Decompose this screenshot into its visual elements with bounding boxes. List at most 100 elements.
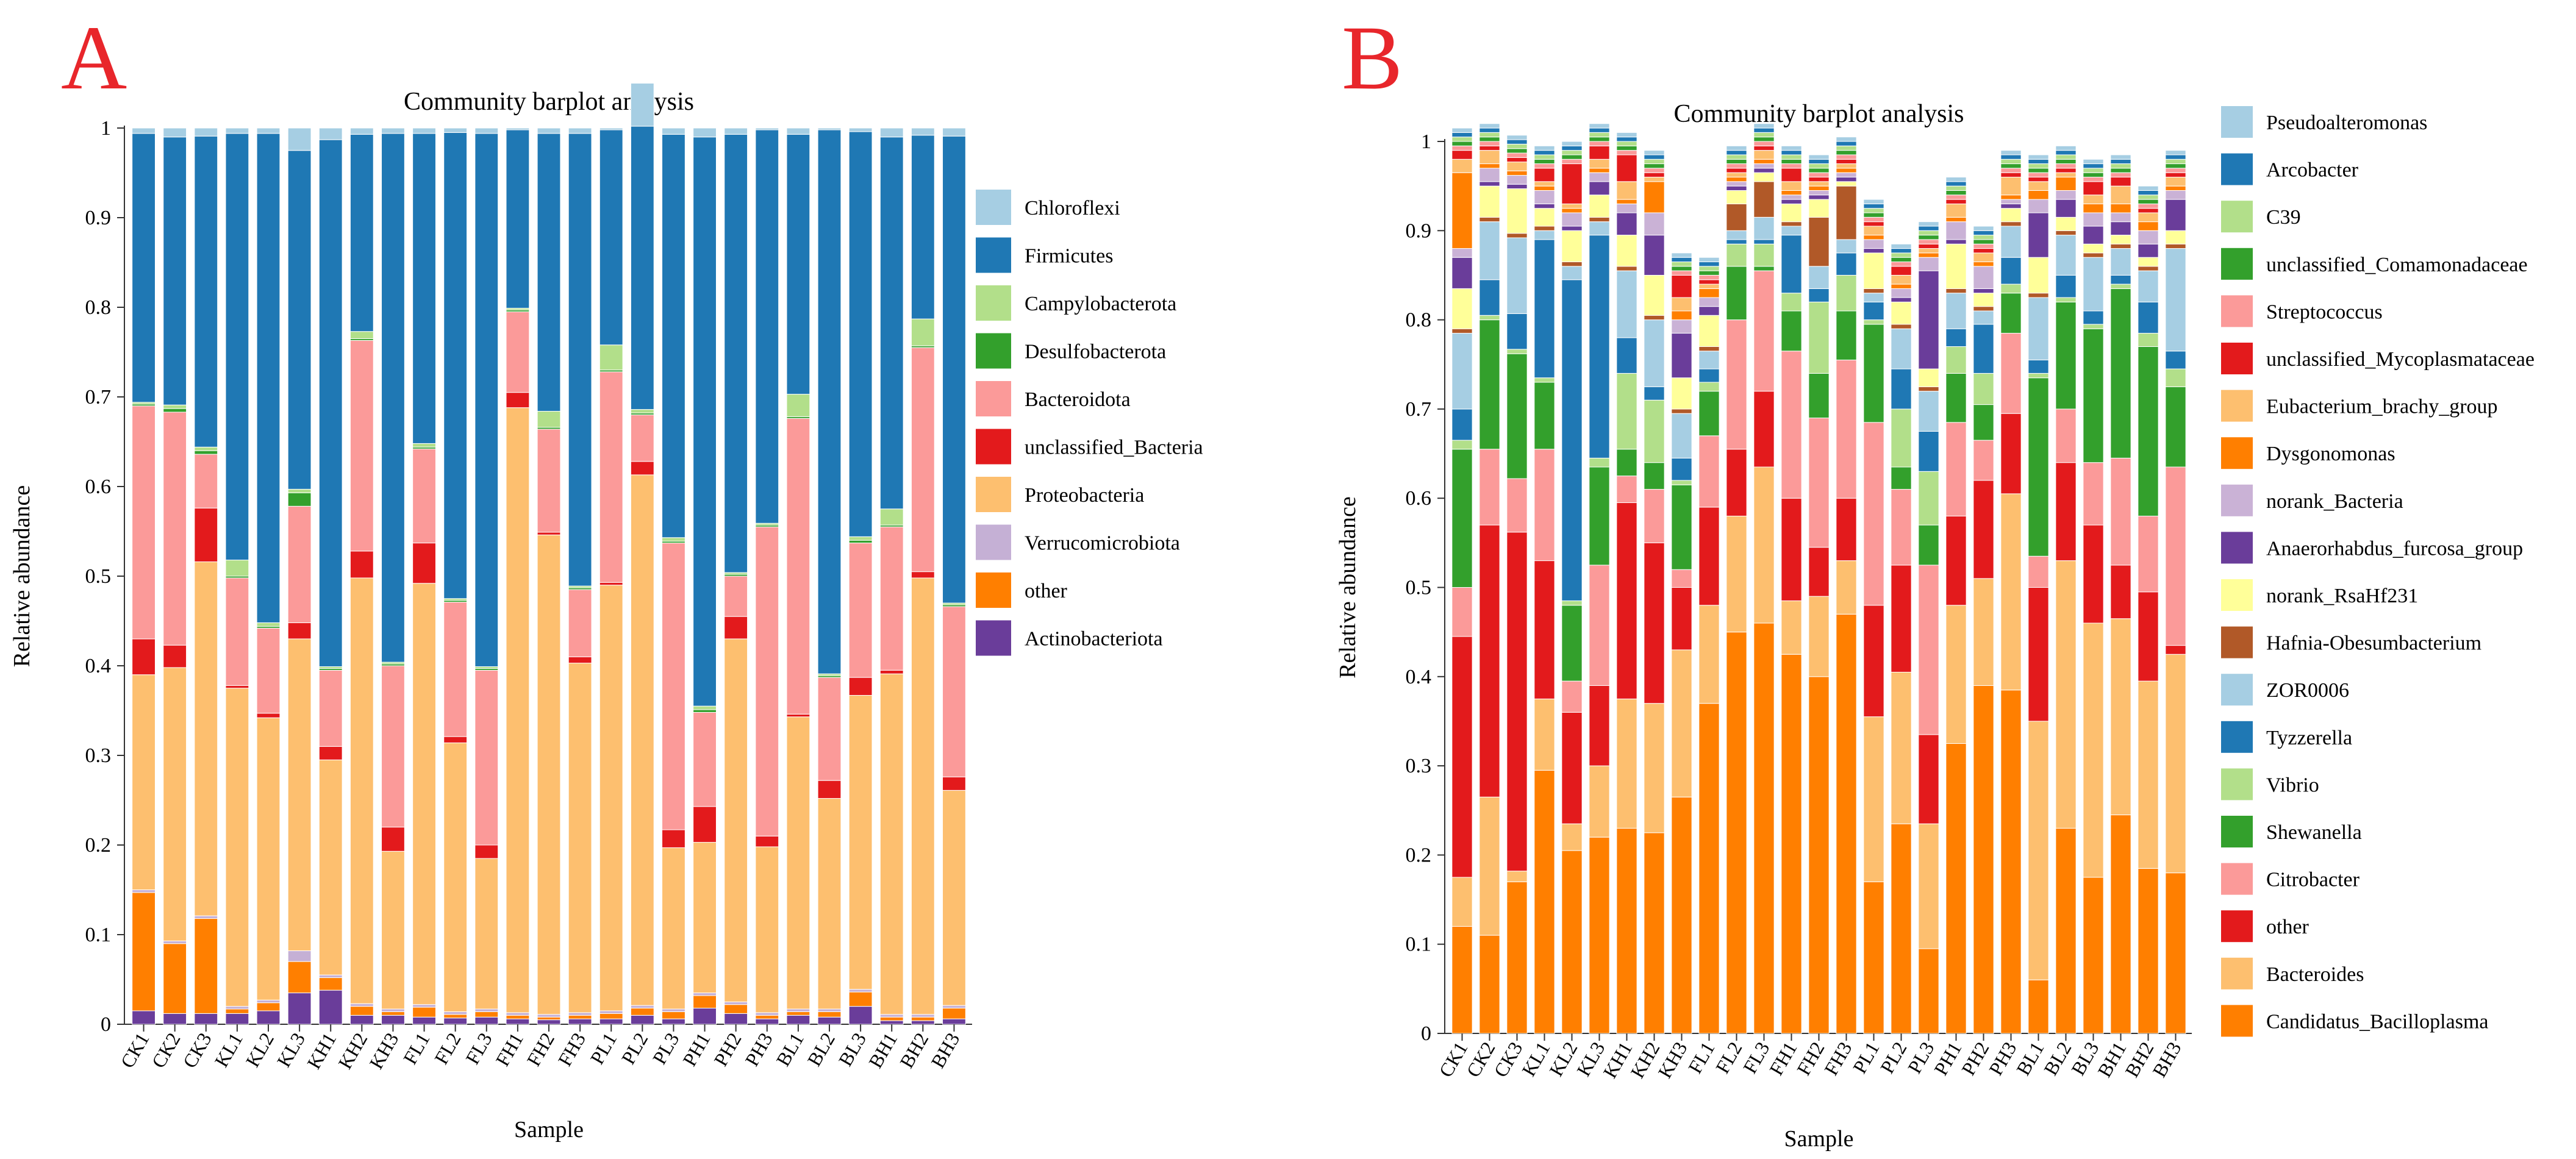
bar-segment-Chloroflexi [693, 127, 717, 138]
bar-segment-Campylobacterota [163, 404, 187, 409]
bar-stack-PH2 [1973, 226, 1994, 1034]
bar-segment-Verrucomicrobiota [506, 1012, 530, 1016]
bar-segment-Actinobacteriota [318, 990, 343, 1025]
x-tick-label: FL2 [430, 1029, 465, 1068]
bar-segment-Firmicutes [474, 133, 499, 667]
bar-segment-Anaerorhabdus_furcosa_group [1644, 235, 1665, 276]
bar-segment-Firmicutes [662, 134, 685, 538]
bar-segment-Chloroflexi [194, 127, 218, 137]
bar-segment-Chloroflexi [879, 127, 904, 138]
bar-segment-Eubacterium_brachy_group [1891, 274, 1912, 285]
chart-title: Community barplot analysis [1674, 100, 1964, 128]
x-axis-label: Sample [1784, 1126, 1854, 1152]
legend-swatch [2221, 532, 2253, 564]
bar-segment-Proteobacteria [381, 851, 405, 1010]
bar-segment-other [1753, 391, 1775, 468]
y-tick-label: 0.6 [1406, 487, 1432, 510]
bar-segment-Tyzzerella [1891, 368, 1912, 410]
bar-segment-Shewanella [1891, 466, 1912, 490]
bar-stack-PL1 [599, 127, 623, 1025]
bar-stack-FH3 [1836, 137, 1857, 1034]
legend-swatch [2221, 674, 2253, 706]
legend-label: Proteobacteria [1025, 484, 1144, 507]
bar-segment-unclassified_Comamonadaceae [1808, 168, 1830, 173]
bar-segment-Shewanella [2055, 301, 2077, 410]
bar-segment-Bacteroidota [786, 418, 810, 715]
bar-segment-ZOR0006 [1863, 293, 1884, 302]
bar-stack-PH2 [724, 127, 748, 1025]
bar-segment-unclassified_Comamonadaceae [1644, 163, 1665, 169]
bar-segment-Firmicutes [755, 129, 779, 524]
bar-segment-norank_Bacteria [1973, 266, 1994, 289]
bar-segment-norank_RsaHf231 [1973, 293, 1994, 307]
bar-segment-ZOR0006 [2028, 297, 2049, 360]
bar-stack-PL3 [1918, 221, 1939, 1034]
bar-segment-Citrobacter [1616, 476, 1637, 504]
bar-segment-Bacteroidota [724, 576, 748, 617]
bar-segment-Firmicutes [318, 139, 343, 667]
bar-segment-C39 [1671, 262, 1692, 267]
bar-segment-ZOR0006 [1479, 221, 1500, 280]
bar-segment-unclassified_Comamonadaceae [1616, 145, 1637, 151]
bar-segment-Proteobacteria [443, 742, 468, 1012]
bar-segment-Actinobacteriota [381, 1015, 405, 1025]
bar-segment-Proteobacteria [786, 716, 810, 1010]
bar-segment-unclassified_Comamonadaceae [1451, 141, 1473, 146]
bar-segment-Hafnia-Obesumbacterium [1863, 288, 1884, 294]
bar-segment-other [1808, 547, 1830, 597]
bar-segment-C39 [1808, 163, 1830, 169]
legend-label: Shewanella [2266, 821, 2362, 844]
bar-segment-Tyzzerella [1698, 368, 1720, 383]
bar-segment-other [1973, 480, 1994, 579]
bar-segment-Proteobacteria [287, 638, 312, 951]
bar-segment-Eubacterium_brachy_group [2083, 194, 2104, 204]
bar-segment-Vibrio [1863, 319, 1884, 325]
bar-segment-ZOR0006 [2165, 248, 2186, 352]
bar-segment-Dysgonomonas [1891, 284, 1912, 289]
bar-segment-Citrobacter [1671, 569, 1692, 588]
legend-swatch [976, 524, 1011, 560]
bar-segment-Verrucomicrobiota [755, 1012, 779, 1016]
bar-segment-other [443, 1014, 468, 1019]
bar-segment-norank_Bacteria [2165, 190, 2186, 200]
bar-segment-Proteobacteria [412, 583, 436, 1005]
bar-segment-Proteobacteria [817, 798, 842, 1010]
bar-stack-BL1 [786, 127, 810, 1025]
bar-segment-C39 [2028, 163, 2049, 169]
legend-swatch [976, 333, 1011, 369]
bar-segment-unclassified_Mycoplasmataceae [1945, 199, 1967, 204]
bar-segment-norank_Bacteria [1918, 257, 1939, 271]
y-axis-label: Relative abundance [9, 485, 35, 668]
bar-segment-norank_RsaHf231 [2138, 257, 2159, 267]
legend-swatch [2221, 910, 2253, 943]
bar-segment-unclassified_Comamonadaceae [2028, 168, 2049, 173]
x-tick-label: PH1 [678, 1029, 715, 1070]
legend-label: Hafnia-Obesumbacterium [2266, 632, 2481, 655]
y-tick-label: 0.8 [1406, 309, 1432, 332]
bar-segment-other [724, 1004, 748, 1014]
x-tick-label: CK2 [147, 1029, 184, 1072]
x-tick-label: BH3 [926, 1029, 964, 1072]
bar-segment-Pseudoalteromonas [1918, 221, 1939, 227]
bar-segment-other [1534, 560, 1555, 699]
x-tick-label: CK3 [178, 1029, 215, 1072]
bar-segment-Bacteroidota [349, 340, 374, 552]
bar-segment-Candidatus_Bacilloplasma [2165, 872, 2186, 1034]
bar-segment-Citrobacter [1698, 435, 1720, 508]
bar-segment-Proteobacteria [163, 667, 187, 941]
bar-segment-Proteobacteria [568, 663, 592, 1013]
bar-segment-Chloroflexi [474, 127, 499, 134]
bar-segment-ZOR0006 [1589, 221, 1610, 236]
bar-segment-other [225, 1008, 249, 1014]
bar-segment-unclassified_Comamonadaceae [1534, 159, 1555, 165]
bar-segment-Streptococcus [1973, 243, 1994, 249]
bar-segment-unclassified_Mycoplasmataceae [1781, 168, 1802, 182]
x-tick-label: BH1 [2093, 1038, 2130, 1081]
bar-stack-KL1 [225, 127, 249, 1025]
bar-segment-Chloroflexi [443, 127, 468, 133]
bar-segment-other [693, 995, 717, 1009]
bar-segment-ZOR0006 [2138, 270, 2159, 302]
bar-segment-Pseudoalteromonas [2138, 185, 2159, 191]
bar-segment-Hafnia-Obesumbacterium [2055, 230, 2077, 236]
bar-segment-Dysgonomonas [1644, 181, 1665, 213]
